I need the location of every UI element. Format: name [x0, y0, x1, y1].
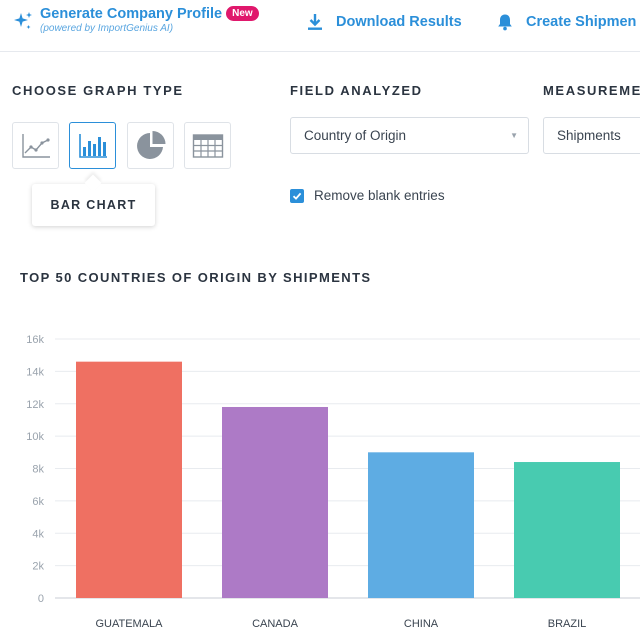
- create-shipment-button[interactable]: Create Shipmen: [496, 13, 636, 31]
- bell-icon: [498, 14, 512, 31]
- generate-company-profile-link[interactable]: Generate Company Profile New (powered by …: [12, 6, 259, 34]
- checkmark-icon: [292, 192, 302, 200]
- y-tick-label: 8k: [32, 464, 44, 476]
- measurement-label: MEASUREME: [543, 83, 640, 98]
- x-tick-label: BRAZIL: [548, 618, 587, 630]
- bar-chart-button[interactable]: [69, 122, 116, 169]
- y-tick-label: 10k: [26, 431, 44, 443]
- pie-chart-icon: [136, 130, 165, 159]
- new-badge: New: [226, 6, 259, 21]
- field-analyzed-value: Country of Origin: [304, 128, 407, 143]
- generate-subtitle: (powered by ImportGenius AI): [40, 23, 174, 34]
- create-shipment-label: Create Shipmen: [526, 14, 637, 30]
- measurement-select[interactable]: Shipments: [543, 117, 640, 154]
- y-tick-label: 12k: [26, 399, 44, 411]
- field-analyzed-select[interactable]: Country of Origin ▼: [290, 117, 529, 154]
- bar-guatemala[interactable]: [76, 361, 182, 598]
- download-results-button[interactable]: Download Results: [306, 13, 462, 31]
- y-tick-label: 6k: [32, 496, 44, 508]
- y-tick-label: 14k: [26, 366, 44, 378]
- measurement-value: Shipments: [557, 128, 621, 143]
- y-tick-label: 4k: [32, 528, 44, 540]
- x-tick-label: GUATEMALA: [95, 618, 163, 630]
- bar-brazil[interactable]: [514, 462, 620, 598]
- line-chart-button[interactable]: [12, 122, 59, 169]
- generate-title[interactable]: Generate Company Profile: [40, 6, 223, 22]
- top-bar: Generate Company Profile New (powered by …: [0, 0, 640, 52]
- x-tick-label: CHINA: [404, 618, 439, 630]
- x-tick-label: CANADA: [252, 618, 299, 630]
- remove-blank-entries-option[interactable]: Remove blank entries: [290, 188, 445, 203]
- bar-china[interactable]: [368, 452, 474, 598]
- graph-type-tooltip: BAR CHART: [32, 184, 155, 226]
- y-tick-label: 2k: [32, 561, 44, 573]
- graph-type-label: CHOOSE GRAPH TYPE: [12, 83, 184, 98]
- chart-title: TOP 50 COUNTRIES OF ORIGIN BY SHIPMENTS: [20, 270, 372, 285]
- line-chart-icon: [21, 133, 50, 158]
- download-results-label: Download Results: [336, 14, 462, 30]
- bar-chart-icon: [78, 133, 107, 158]
- download-icon: [308, 14, 322, 30]
- chevron-down-icon: ▼: [510, 131, 518, 140]
- remove-blank-checkbox[interactable]: [290, 188, 304, 203]
- y-tick-label: 16k: [26, 334, 44, 346]
- table-view-button[interactable]: [184, 122, 231, 169]
- sparkle-icon: [14, 12, 32, 29]
- bar-canada[interactable]: [222, 406, 328, 598]
- field-analyzed-label: FIELD ANALYZED: [290, 83, 423, 98]
- remove-blank-label: Remove blank entries: [314, 188, 445, 203]
- table-icon: [192, 133, 223, 158]
- y-tick-label: 0: [38, 593, 44, 605]
- bar-chart: 0 2k 4k 6k 8k 10k 12k 14k 16k GUATEMALA CANADA CHIN…: [26, 334, 640, 630]
- pie-chart-button[interactable]: [127, 122, 174, 169]
